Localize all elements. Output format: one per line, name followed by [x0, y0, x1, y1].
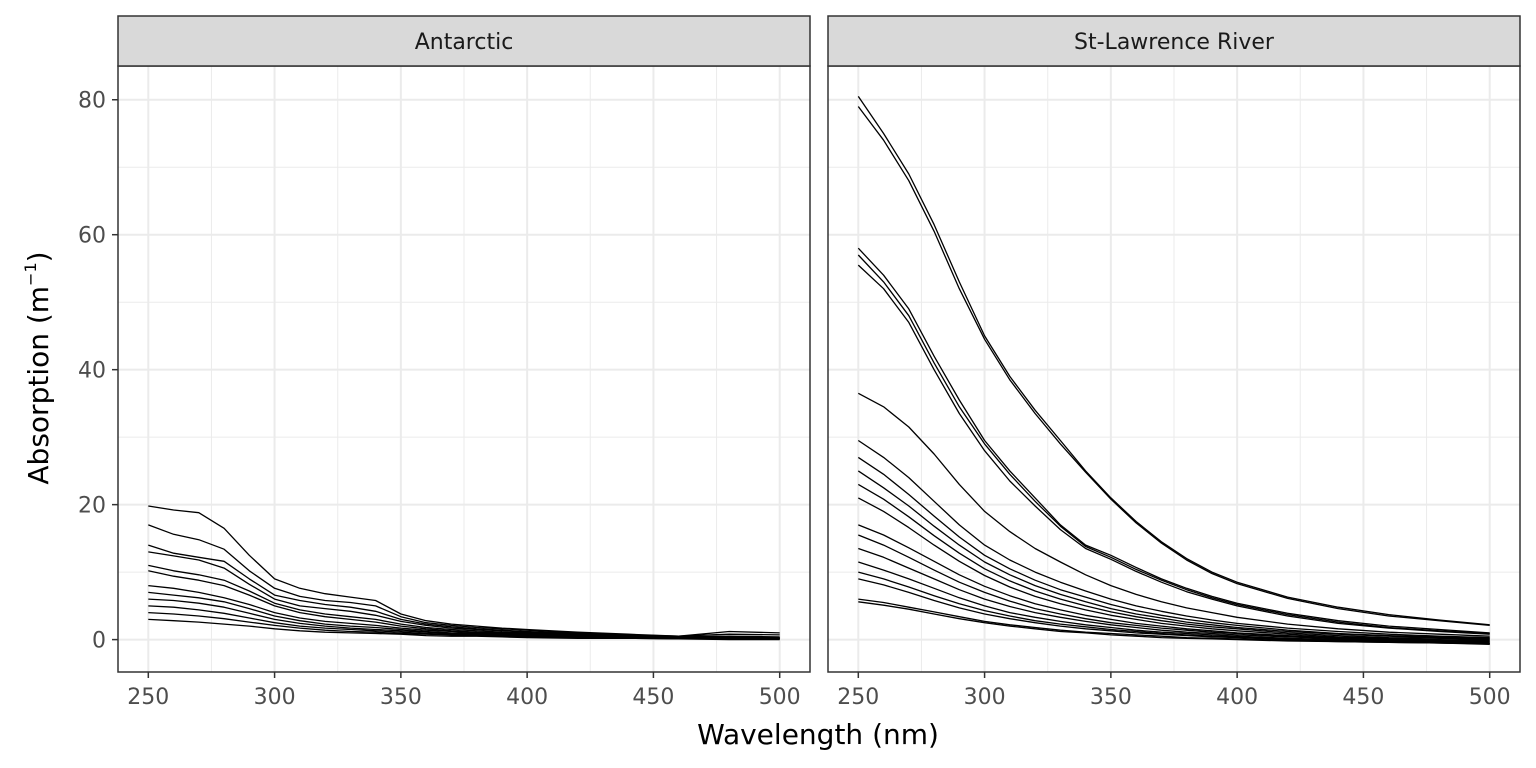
- facet-strip-label: St-Lawrence River: [1074, 30, 1275, 55]
- series-line-1: [148, 524, 780, 637]
- series-line-9: [148, 605, 780, 640]
- facet-strip: [117, 15, 811, 67]
- y-axis-title-superscript: −1: [21, 262, 40, 286]
- x-tick-label: 250: [837, 685, 879, 710]
- series-line-18: [858, 601, 1490, 645]
- x-tick-label: 250: [127, 685, 169, 710]
- series-line-13: [858, 547, 1490, 643]
- y-tick-label: 80: [78, 89, 106, 114]
- y-tick-label: 60: [78, 224, 106, 249]
- x-tick-label: 450: [1342, 685, 1384, 710]
- series-line-0: [148, 505, 780, 637]
- panel-1: St-Lawrence River 250 300 350 400 450 500: [827, 15, 1521, 710]
- series-line-10: [857, 497, 1490, 641]
- panels-layer: Antarctic 250 300 350 400 450 500 0 20 40 60 80 St-L…: [78, 15, 1521, 710]
- series-line-1: [857, 106, 1490, 627]
- y-axis-title-close: ): [22, 251, 55, 262]
- series-line-8: [857, 470, 1490, 640]
- x-tick-label: 400: [1216, 685, 1258, 710]
- x-tick-label: 300: [254, 685, 296, 710]
- series-line-0: [857, 96, 1490, 626]
- series-line-5: [857, 392, 1490, 637]
- facet-strip-label: Antarctic: [415, 30, 514, 55]
- y-tick-label: 40: [78, 359, 106, 384]
- series-line-3: [857, 254, 1490, 635]
- x-tick-label: 400: [506, 685, 548, 710]
- x-tick-label: 450: [632, 685, 674, 710]
- series-line-7: [148, 591, 780, 640]
- y-tick-label: 20: [78, 494, 106, 519]
- panel-0: Antarctic 250 300 350 400 450 500 0 20 40 60 80: [78, 15, 811, 710]
- x-tick-label: 350: [380, 685, 422, 710]
- x-tick-label: 500: [1469, 685, 1511, 710]
- series-line-15: [858, 571, 1490, 645]
- y-axis-title-main: Absorption (m: [22, 286, 55, 485]
- series-line-9: [857, 483, 1490, 641]
- series-line-11: [148, 618, 780, 641]
- y-axis-title: Absorption (m−1): [21, 251, 55, 484]
- series-line-4: [857, 264, 1490, 635]
- x-tick-label: 350: [1090, 685, 1132, 710]
- series-line-11: [858, 524, 1490, 642]
- y-tick-label: 0: [92, 629, 106, 654]
- series-line-14: [858, 561, 1490, 644]
- series-line-6: [857, 439, 1490, 639]
- series-line-7: [857, 456, 1490, 639]
- series-line-2: [857, 247, 1490, 634]
- x-axis-title: Wavelength (nm): [697, 718, 939, 751]
- x-tick-label: 300: [964, 685, 1006, 710]
- x-tick-label: 500: [759, 685, 801, 710]
- facet-strip: [827, 15, 1521, 67]
